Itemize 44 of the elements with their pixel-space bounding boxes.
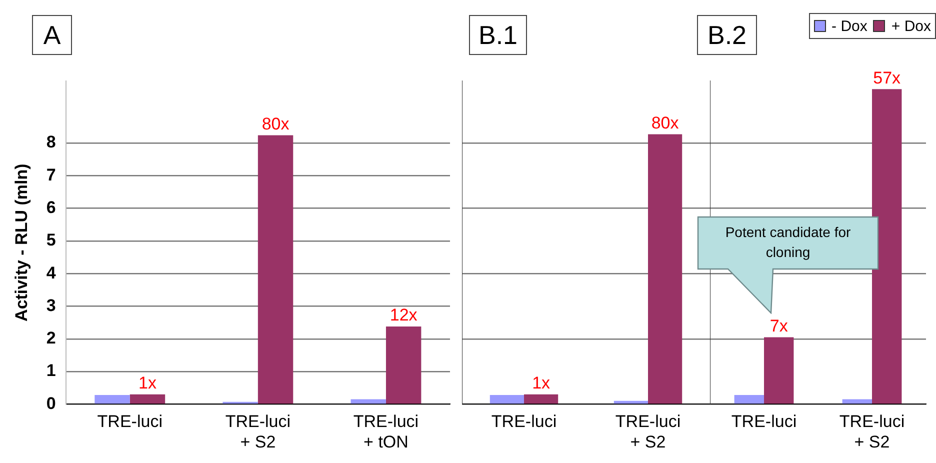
bar	[734, 395, 764, 404]
bar	[648, 134, 682, 404]
chart-title: A	[32, 15, 72, 55]
y-tick-label: 3	[46, 296, 56, 315]
annotation: Potent candidate for cloning	[724, 223, 852, 262]
x-tick-label: TRE-luci + S2	[615, 412, 681, 452]
x-tick-label: TRE-luci + tON	[353, 412, 419, 452]
annotation: 7x	[770, 316, 788, 336]
legend-label: - Dox	[832, 18, 868, 34]
bar	[614, 400, 648, 404]
annotation: 80x	[262, 114, 290, 134]
bar	[490, 395, 524, 404]
y-tick-label: 5	[46, 230, 56, 250]
x-tick-label: TRE-luci	[97, 412, 162, 432]
y-tick-label: 7	[46, 165, 56, 184]
bar	[386, 326, 422, 404]
annotation: 12x	[390, 306, 418, 325]
bar	[258, 135, 294, 404]
y-tick-label: 4	[46, 263, 56, 282]
annotation: 80x	[651, 113, 680, 132]
chart-title: B.1	[469, 15, 527, 55]
y-tick-label: 8	[46, 132, 56, 152]
annotation: 1x	[138, 374, 157, 393]
legend-label: + Dox	[891, 18, 931, 34]
bar	[524, 394, 558, 404]
y-tick-label: 2	[46, 328, 56, 348]
x-tick-label: TRE-luci	[491, 412, 557, 432]
speech-callout: Potent candidate for cloning	[697, 216, 879, 314]
bar	[872, 89, 902, 404]
bar	[350, 399, 386, 404]
x-tick-label: TRE-luci + S2	[225, 412, 291, 452]
bar	[130, 394, 166, 404]
bar	[764, 337, 794, 404]
chart-title: B.2	[697, 15, 757, 55]
annotation: 57x	[873, 68, 902, 88]
y-axis-title: Activity - RLU (mln)	[12, 164, 31, 322]
bar	[94, 395, 130, 404]
bar	[842, 399, 872, 404]
y-tick-label: 6	[46, 198, 56, 218]
y-tick-label: 0	[46, 394, 56, 413]
annotation: 1x	[532, 374, 551, 393]
x-tick-label: TRE-luci + S2	[839, 412, 905, 452]
y-tick-label: 1	[46, 361, 56, 380]
x-tick-label: TRE-luci	[731, 412, 797, 432]
